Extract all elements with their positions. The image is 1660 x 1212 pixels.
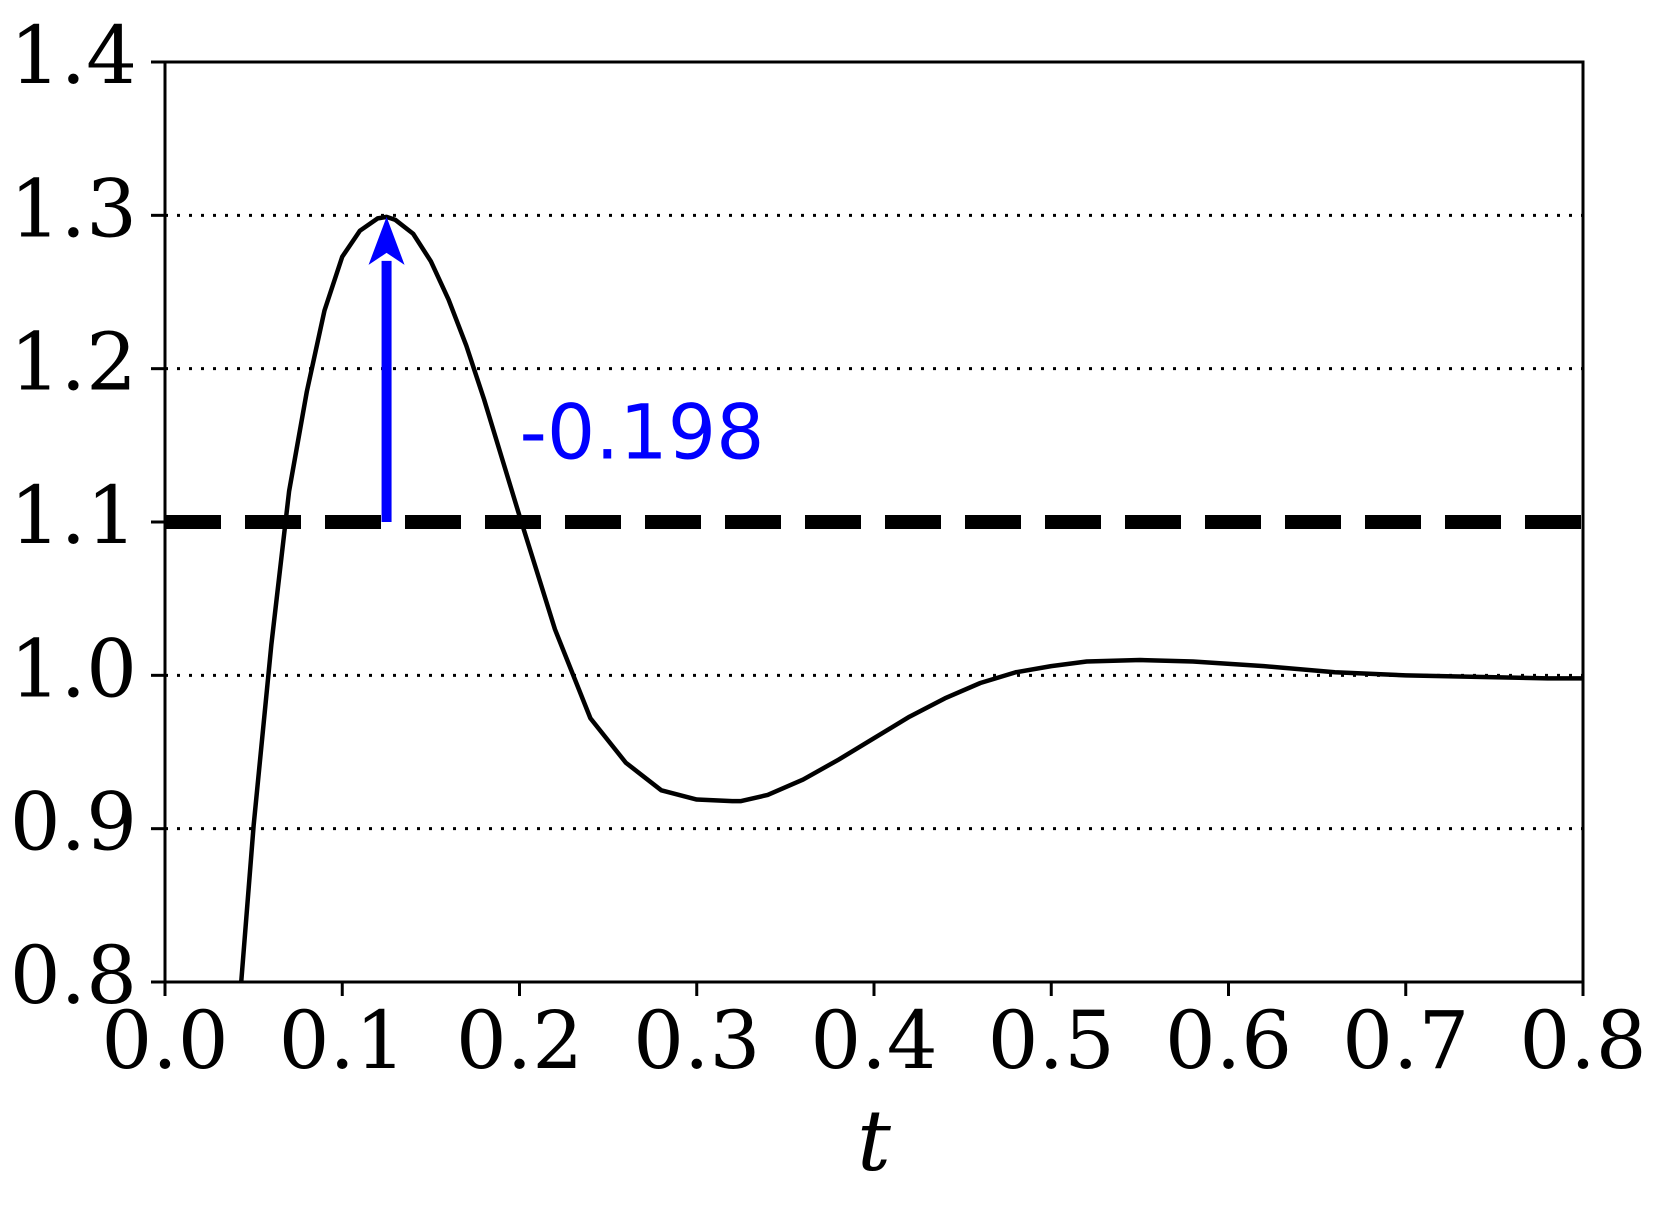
x-tick-label: 0.2 [456,994,583,1087]
x-tick-label: 0.7 [1342,994,1469,1087]
annotation-label: -0.198 [520,388,765,477]
y-tick-label: 1.3 [10,162,137,255]
y-tick-label: 0.8 [10,929,137,1022]
x-tick-label: 0.1 [279,994,406,1087]
series-line [238,214,1583,983]
y-tick-label: 1.0 [10,622,137,715]
annotation-arrow-head [368,216,405,265]
y-tick-label: 1.1 [10,469,137,562]
y-tick-label: 1.2 [10,316,137,409]
x-tick-label: 0.5 [988,994,1115,1087]
x-tick-label: 0.8 [1519,994,1646,1087]
x-tick-label: 0.4 [810,994,937,1087]
x-tick-label: 0.3 [633,994,760,1087]
x-tick-label: 0.0 [101,994,228,1087]
x-tick-label: 0.6 [1165,994,1292,1087]
y-tick-label: 0.9 [10,776,137,869]
y-tick-label: 1.4 [10,9,137,102]
x-axis-title: t [857,1092,891,1190]
